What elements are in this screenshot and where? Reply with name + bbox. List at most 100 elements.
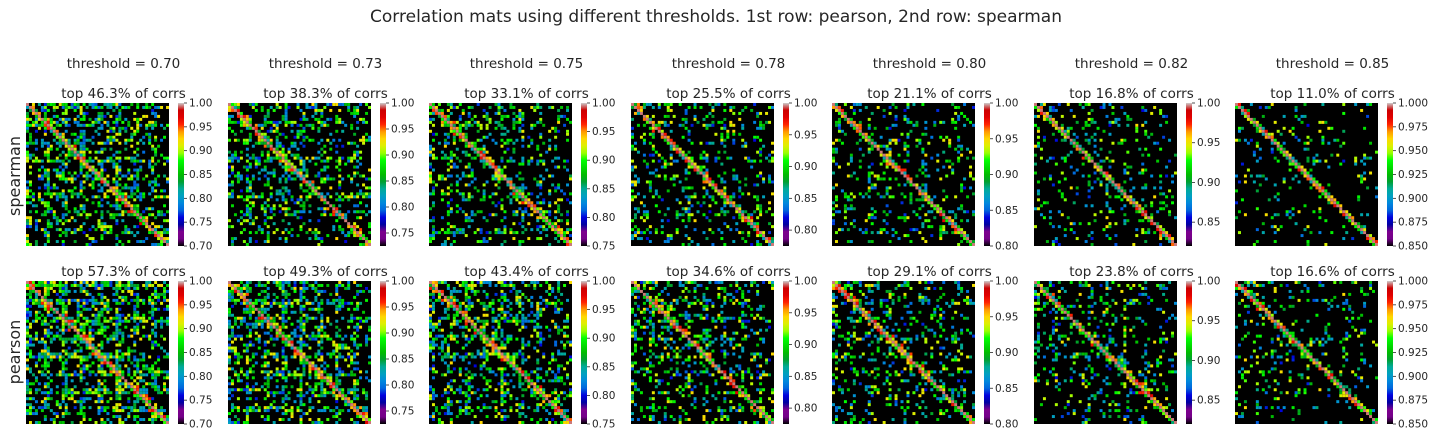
heatmap-cell	[515, 139, 518, 142]
heatmap-cell	[100, 142, 103, 145]
heatmap-cell	[661, 157, 664, 160]
heatmap-cell	[83, 148, 86, 151]
heatmap-cell	[441, 121, 444, 124]
heatmap-cell	[566, 243, 569, 246]
heatmap-cell	[246, 142, 249, 145]
heatmap-cell	[714, 189, 717, 192]
heatmap-cell	[1327, 127, 1330, 130]
heatmap-cell	[157, 225, 160, 228]
heatmap-cell	[59, 281, 62, 284]
heatmap-cell	[47, 121, 50, 124]
heatmap-cell	[915, 139, 918, 142]
heatmap-cell	[252, 195, 255, 198]
heatmap-cell	[59, 335, 62, 338]
heatmap-cell	[924, 198, 927, 201]
heatmap-cell	[246, 198, 249, 201]
heatmap-cell	[432, 154, 435, 157]
heatmap-cell	[1159, 175, 1162, 178]
heatmap-cell	[100, 329, 103, 332]
heatmap-cell	[1088, 154, 1091, 157]
heatmap-cell	[109, 284, 112, 287]
heatmap-cell	[1277, 160, 1280, 163]
heatmap-cell	[1363, 154, 1366, 157]
heatmap-cell	[112, 213, 115, 216]
heatmap-cell	[503, 240, 506, 243]
heatmap-cell	[1235, 201, 1238, 204]
heatmap-cell	[300, 130, 303, 133]
heatmap-cell	[124, 127, 127, 130]
heatmap-cell	[521, 118, 524, 121]
heatmap-cell	[92, 124, 95, 127]
heatmap-cell	[124, 287, 127, 290]
heatmap-cell	[536, 207, 539, 210]
heatmap-cell	[1111, 160, 1114, 163]
heatmap-cell	[1055, 127, 1058, 130]
heatmap-cell	[297, 133, 300, 136]
heatmap-cell	[841, 109, 844, 112]
heatmap-cell	[26, 112, 29, 115]
heatmap-cell	[98, 287, 101, 290]
heatmap-cell	[548, 201, 551, 204]
heatmap-cell	[341, 216, 344, 219]
heatmap-cell	[1076, 121, 1079, 124]
heatmap-cell	[557, 130, 560, 133]
heatmap-cell	[1064, 157, 1067, 160]
heatmap-cell	[747, 160, 750, 163]
heatmap-cell	[886, 213, 889, 216]
heatmap-cell	[1315, 186, 1318, 189]
heatmap-cell	[95, 228, 98, 231]
heatmap-cell	[83, 329, 86, 332]
heatmap-cell	[744, 216, 747, 219]
heatmap-cell	[41, 201, 44, 204]
heatmap-cell	[163, 195, 166, 198]
heatmap-cell	[649, 154, 652, 157]
heatmap-cell	[323, 207, 326, 210]
heatmap-cell	[160, 106, 163, 109]
heatmap-cell	[771, 151, 774, 154]
heatmap-cell	[142, 195, 145, 198]
heatmap-cell	[862, 231, 865, 234]
heatmap-cell	[89, 124, 92, 127]
heatmap-cell	[676, 160, 679, 163]
heatmap-cell	[308, 210, 311, 213]
heatmap-cell	[1159, 192, 1162, 195]
heatmap-cell	[957, 115, 960, 118]
heatmap-cell	[329, 186, 332, 189]
heatmap-cell	[705, 115, 708, 118]
heatmap-cell	[1079, 151, 1082, 154]
heatmap-cell	[44, 290, 47, 293]
heatmap-cell	[80, 124, 83, 127]
heatmap-cell	[664, 139, 667, 142]
heatmap-cell	[56, 133, 59, 136]
heatmap-cell	[112, 180, 115, 183]
heatmap-cell	[1321, 192, 1324, 195]
heatmap-cell	[237, 157, 240, 160]
heatmap-cell	[136, 207, 139, 210]
heatmap-cell	[723, 124, 726, 127]
heatmap-cell	[98, 175, 101, 178]
heatmap-cell	[285, 106, 288, 109]
heatmap-cell	[279, 154, 282, 157]
heatmap-cell	[148, 284, 151, 287]
heatmap-cell	[142, 210, 145, 213]
heatmap-cell	[673, 115, 676, 118]
heatmap-cell	[688, 160, 691, 163]
heatmap-cell	[909, 228, 912, 231]
heatmap-cell	[673, 160, 676, 163]
heatmap-cell	[1162, 207, 1165, 210]
heatmap-cell	[1094, 145, 1097, 148]
heatmap-cell	[38, 169, 41, 172]
heatmap-cell	[1271, 139, 1274, 142]
heatmap-cell	[317, 219, 320, 222]
heatmap-cell	[886, 186, 889, 189]
heatmap-cell	[267, 160, 270, 163]
heatmap-cell	[300, 163, 303, 166]
heatmap-cell	[447, 118, 450, 121]
heatmap-cell	[649, 133, 652, 136]
heatmap-cell	[1159, 228, 1162, 231]
heatmap-cell	[741, 231, 744, 234]
heatmap-cell	[966, 118, 969, 121]
heatmap-cell	[435, 157, 438, 160]
heatmap-cell	[285, 115, 288, 118]
